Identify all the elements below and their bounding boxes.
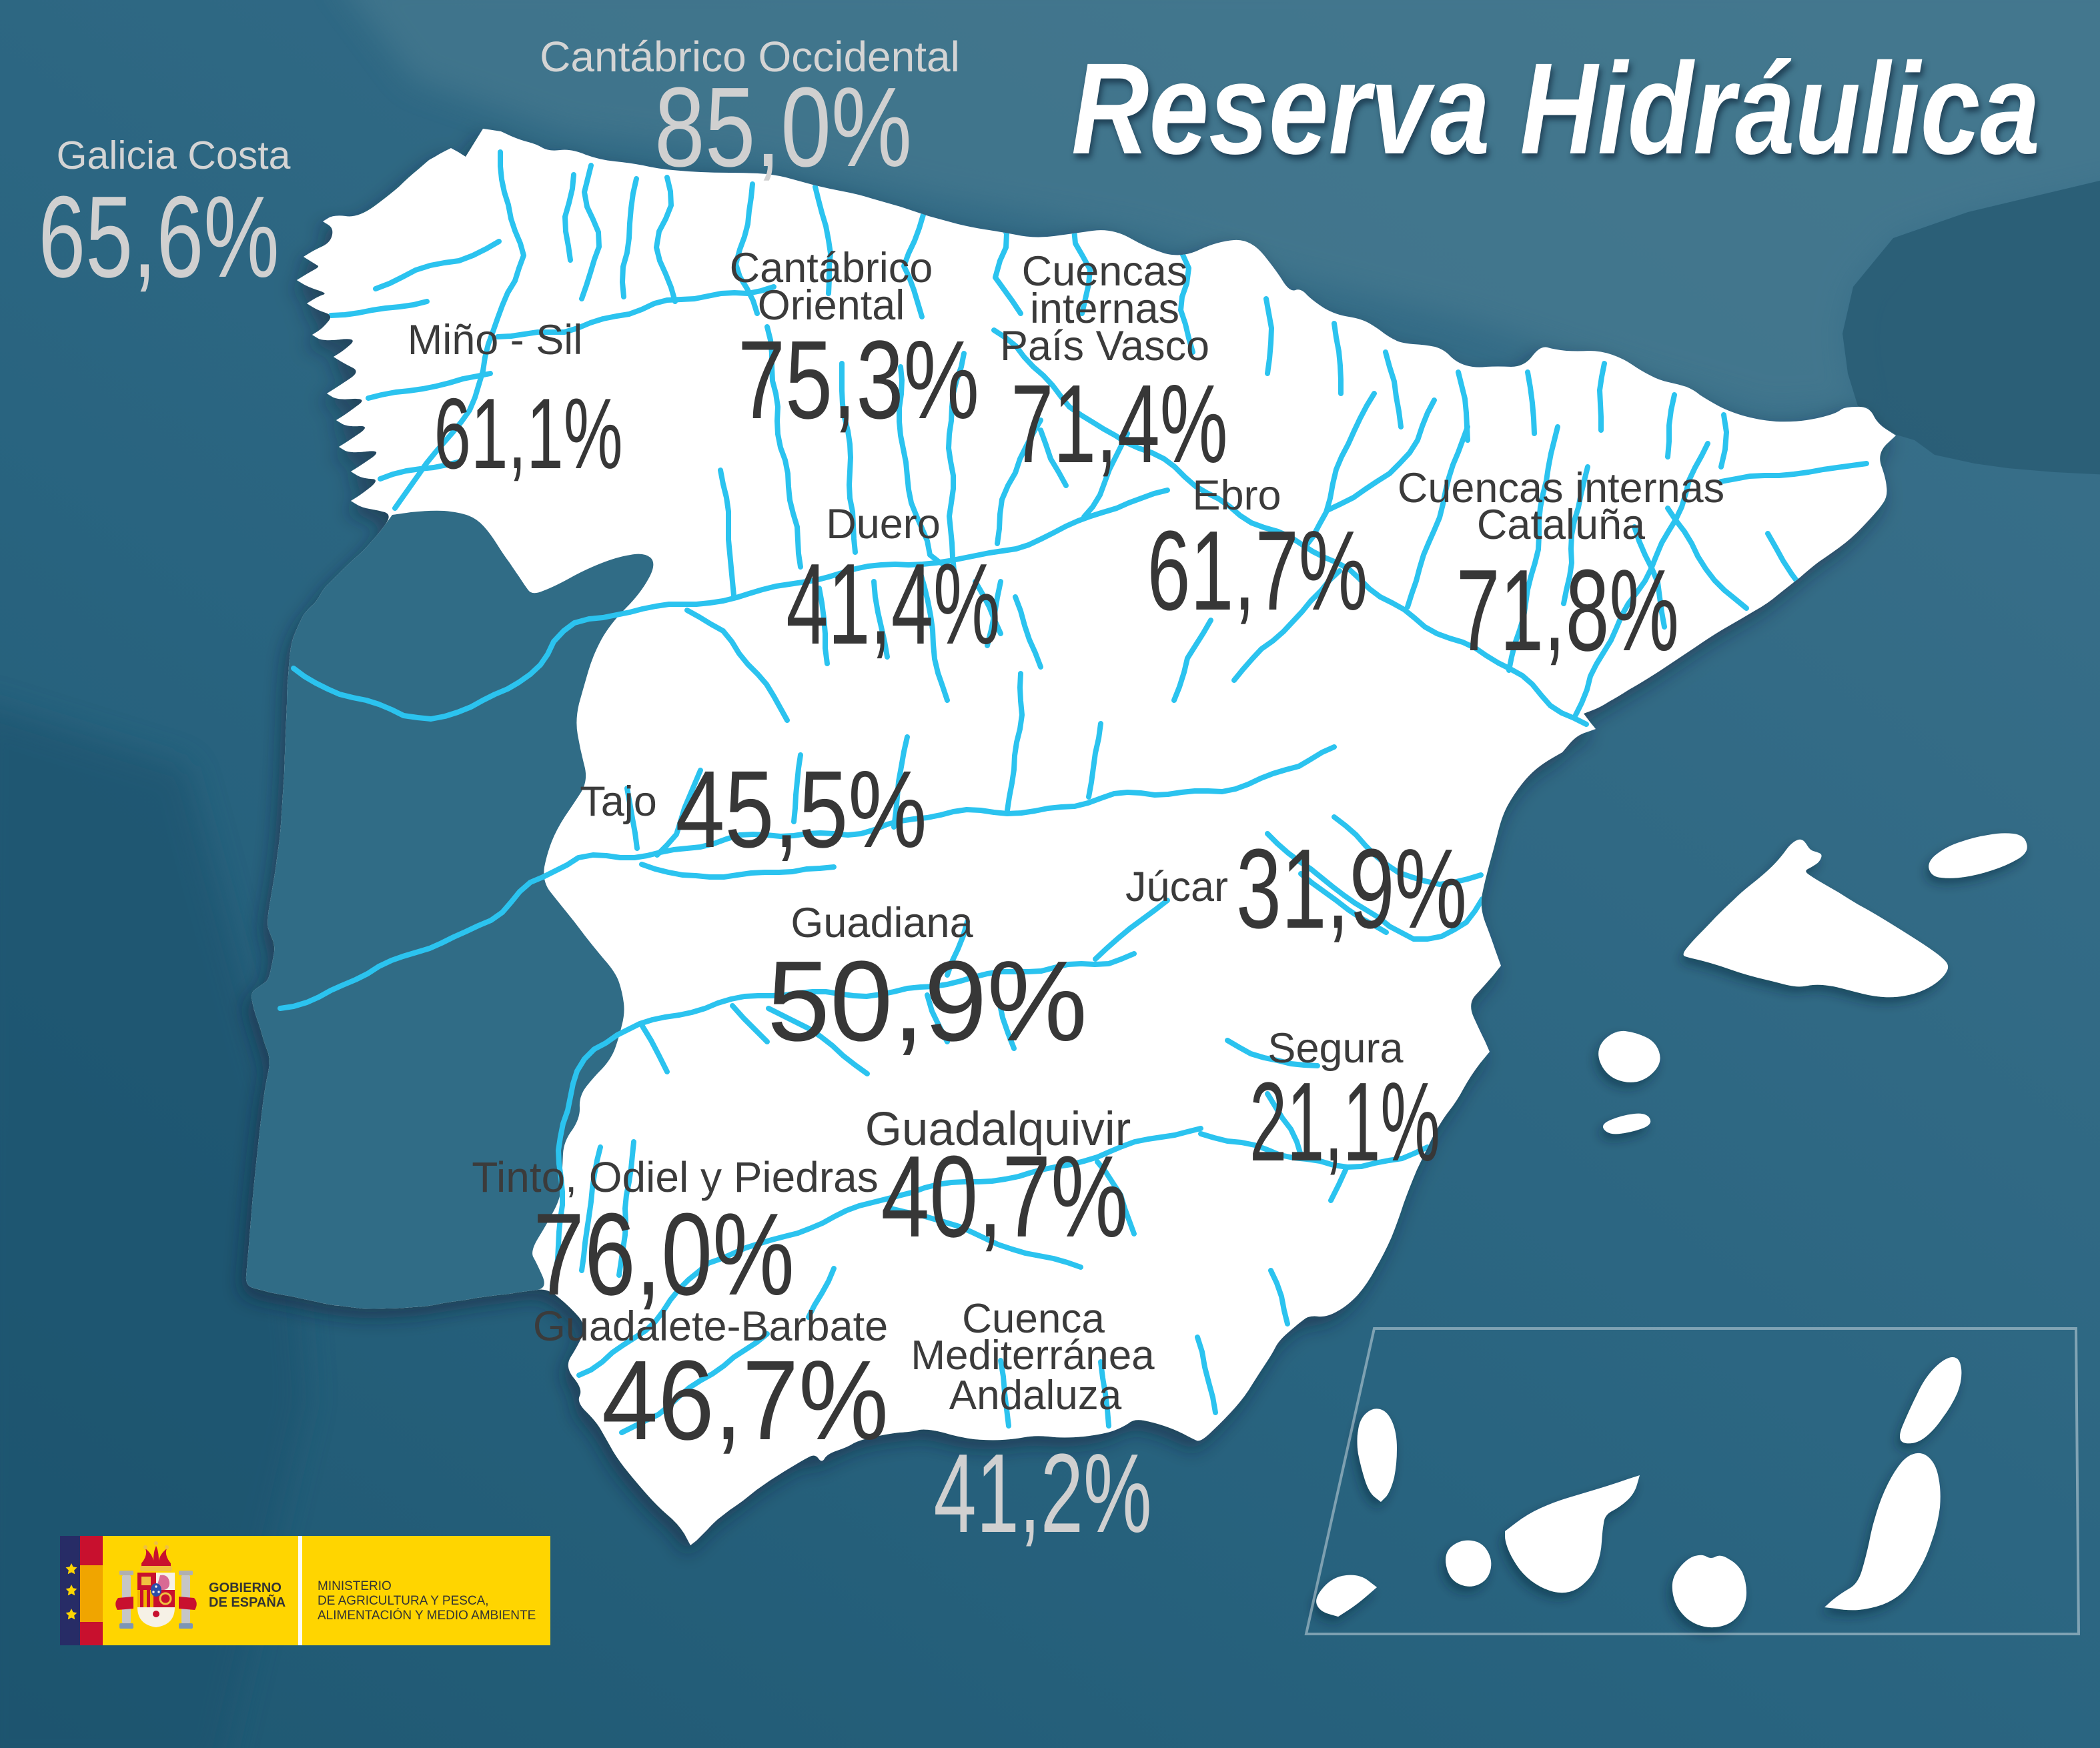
svg-text:internas: internas [1030, 285, 1179, 332]
svg-text:71,4%: 71,4% [1011, 362, 1227, 487]
svg-text:Tinto, Odiel y Piedras: Tinto, Odiel y Piedras [472, 1153, 878, 1201]
svg-text:45,5%: 45,5% [675, 748, 927, 871]
svg-text:Júcar: Júcar [1125, 864, 1228, 910]
svg-text:65,6%: 65,6% [38, 173, 279, 302]
svg-text:País Vasco: País Vasco [1000, 323, 1209, 369]
svg-text:Reserva Hidráulica: Reserva Hidráulica [1071, 36, 2040, 181]
svg-text:71,8%: 71,8% [1456, 546, 1679, 675]
svg-text:Duero: Duero [826, 501, 941, 548]
svg-text:75,3%: 75,3% [738, 317, 979, 442]
svg-text:Miño - Sil: Miño - Sil [408, 317, 583, 363]
svg-text:85,0%: 85,0% [654, 64, 912, 191]
svg-text:Andaluza: Andaluza [949, 1373, 1122, 1419]
svg-text:Cuenca: Cuenca [962, 1296, 1105, 1342]
svg-text:61,1%: 61,1% [434, 377, 622, 490]
svg-text:40,7%: 40,7% [881, 1132, 1129, 1261]
svg-text:Mediterránea: Mediterránea [911, 1333, 1155, 1379]
svg-text:Cantábrico Occidental: Cantábrico Occidental [540, 33, 960, 81]
svg-text:GOBIERNO: GOBIERNO [209, 1581, 282, 1595]
svg-text:41,2%: 41,2% [933, 1430, 1151, 1556]
svg-text:MINISTERIO: MINISTERIO [318, 1579, 392, 1593]
svg-text:46,7%: 46,7% [602, 1337, 889, 1464]
svg-text:76,0%: 76,0% [533, 1189, 795, 1319]
svg-text:Galicia Costa: Galicia Costa [57, 133, 291, 177]
svg-text:Guadalete-Barbate: Guadalete-Barbate [533, 1303, 888, 1350]
svg-text:Cuencas internas: Cuencas internas [1398, 465, 1724, 512]
svg-text:31,9%: 31,9% [1236, 826, 1467, 952]
svg-text:Cantábrico: Cantábrico [730, 245, 933, 291]
svg-text:21,1%: 21,1% [1249, 1059, 1440, 1184]
svg-text:Oriental: Oriental [758, 282, 905, 329]
svg-text:Tajo: Tajo [580, 778, 657, 825]
svg-text:Cuencas: Cuencas [1022, 248, 1188, 295]
svg-text:DE AGRICULTURA Y PESCA,: DE AGRICULTURA Y PESCA, [318, 1594, 489, 1608]
svg-text:61,7%: 61,7% [1147, 507, 1368, 634]
svg-text:41,4%: 41,4% [786, 540, 1000, 668]
svg-text:DE ESPAÑA: DE ESPAÑA [209, 1595, 286, 1610]
svg-text:Guadiana: Guadiana [791, 900, 973, 946]
svg-text:Cataluña: Cataluña [1477, 502, 1646, 548]
svg-text:Ebro: Ebro [1192, 472, 1281, 519]
svg-text:ALIMENTACIÓN Y MEDIO AMBIENTE: ALIMENTACIÓN Y MEDIO AMBIENTE [318, 1608, 536, 1623]
svg-text:50,9%: 50,9% [767, 938, 1087, 1065]
svg-text:Guadalquivir: Guadalquivir [865, 1103, 1131, 1156]
svg-text:Segura: Segura [1267, 1025, 1404, 1072]
